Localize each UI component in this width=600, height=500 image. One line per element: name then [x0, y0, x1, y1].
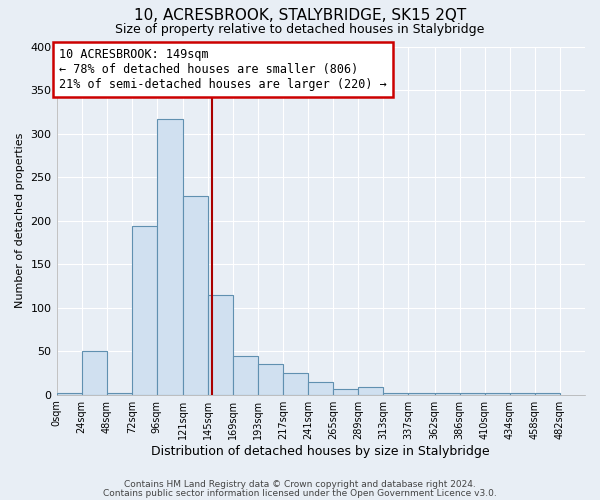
Bar: [82, 351, 107, 395]
Bar: [233, 356, 258, 395]
Bar: [107, 393, 132, 394]
Bar: [485, 393, 510, 394]
Bar: [56, 393, 82, 394]
Bar: [283, 373, 308, 394]
Bar: [434, 393, 460, 394]
Bar: [308, 382, 334, 394]
Text: Size of property relative to detached houses in Stalybridge: Size of property relative to detached ho…: [115, 22, 485, 36]
Bar: [334, 390, 358, 394]
Bar: [208, 294, 233, 394]
Bar: [383, 393, 409, 394]
Bar: [258, 364, 283, 394]
Text: Contains HM Land Registry data © Crown copyright and database right 2024.: Contains HM Land Registry data © Crown c…: [124, 480, 476, 489]
Bar: [132, 226, 157, 394]
Bar: [358, 387, 383, 394]
Bar: [157, 119, 183, 394]
Y-axis label: Number of detached properties: Number of detached properties: [15, 133, 25, 308]
Text: Contains public sector information licensed under the Open Government Licence v3: Contains public sector information licen…: [103, 488, 497, 498]
Bar: [183, 196, 208, 394]
Bar: [460, 393, 485, 394]
X-axis label: Distribution of detached houses by size in Stalybridge: Distribution of detached houses by size …: [151, 444, 490, 458]
Bar: [535, 393, 560, 394]
Text: 10, ACRESBROOK, STALYBRIDGE, SK15 2QT: 10, ACRESBROOK, STALYBRIDGE, SK15 2QT: [134, 8, 466, 22]
Text: 10 ACRESBROOK: 149sqm
← 78% of detached houses are smaller (806)
21% of semi-det: 10 ACRESBROOK: 149sqm ← 78% of detached …: [59, 48, 387, 91]
Bar: [510, 393, 535, 394]
Bar: [409, 393, 434, 394]
